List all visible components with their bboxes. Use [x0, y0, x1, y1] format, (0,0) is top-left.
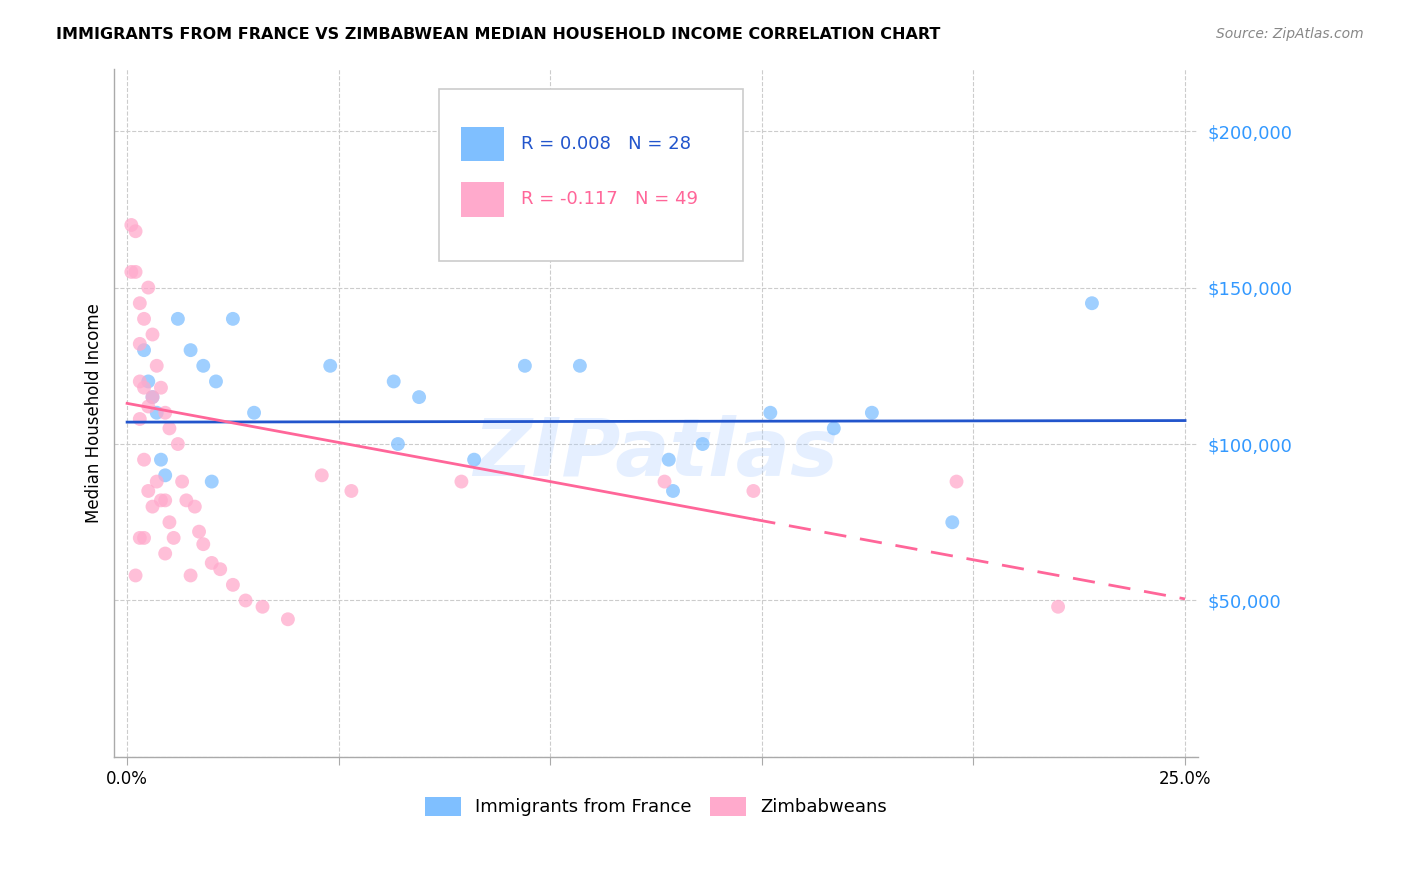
Point [149, 452, 172, 467]
Point [128, 412, 150, 426]
Point [176, 493, 198, 508]
Text: IMMIGRANTS FROM FRANCE VS ZIMBABWEAN MEDIAN HOUSEHOLD INCOME CORRELATION CHART: IMMIGRANTS FROM FRANCE VS ZIMBABWEAN MED… [56, 27, 941, 42]
Point [513, 359, 536, 373]
Point [153, 468, 176, 483]
Point [1047, 599, 1070, 614]
Point [180, 568, 202, 582]
Point [124, 224, 146, 238]
Point [277, 612, 299, 626]
Point [945, 475, 967, 489]
Point [163, 531, 186, 545]
Point [159, 421, 181, 435]
Point [408, 390, 430, 404]
Point [159, 515, 181, 529]
Point [450, 475, 472, 489]
Legend: Immigrants from France, Zimbabweans: Immigrants from France, Zimbabweans [418, 789, 894, 823]
Point [568, 359, 591, 373]
Point [222, 578, 245, 592]
Point [172, 475, 194, 489]
Point [658, 452, 681, 467]
Point [136, 375, 159, 389]
Point [692, 437, 714, 451]
Point [759, 406, 782, 420]
Point [136, 400, 159, 414]
Point [201, 475, 224, 489]
Point [193, 537, 215, 551]
Point [188, 524, 211, 539]
Point [222, 311, 245, 326]
Point [252, 599, 274, 614]
Point [132, 311, 155, 326]
Point [1081, 296, 1104, 310]
Point [128, 375, 150, 389]
Point [742, 483, 765, 498]
Text: R = -0.117   N = 49: R = -0.117 N = 49 [520, 190, 697, 209]
Point [463, 452, 485, 467]
Point [382, 375, 405, 389]
Point [193, 359, 215, 373]
Point [136, 483, 159, 498]
Point [136, 280, 159, 294]
Text: ZIPatlas: ZIPatlas [474, 415, 838, 493]
Point [201, 556, 224, 570]
Point [141, 390, 163, 404]
Point [153, 406, 176, 420]
Point [124, 265, 146, 279]
FancyBboxPatch shape [440, 89, 742, 261]
Point [153, 493, 176, 508]
Point [205, 375, 228, 389]
Point [823, 421, 845, 435]
FancyBboxPatch shape [461, 182, 505, 217]
Point [124, 568, 146, 582]
Point [120, 218, 142, 232]
Point [128, 531, 150, 545]
Point [153, 547, 176, 561]
Point [145, 406, 167, 420]
Point [149, 493, 172, 508]
Point [141, 390, 163, 404]
Point [180, 343, 202, 358]
Point [132, 343, 155, 358]
Point [145, 359, 167, 373]
Point [132, 381, 155, 395]
Point [387, 437, 409, 451]
Point [184, 500, 207, 514]
Point [149, 381, 172, 395]
Point [141, 327, 163, 342]
Point [128, 296, 150, 310]
Y-axis label: Median Household Income: Median Household Income [86, 302, 103, 523]
FancyBboxPatch shape [461, 127, 505, 161]
Point [132, 531, 155, 545]
Point [209, 562, 232, 576]
Point [128, 337, 150, 351]
Point [662, 483, 685, 498]
Point [145, 475, 167, 489]
Point [120, 265, 142, 279]
Point [654, 475, 676, 489]
Point [167, 437, 190, 451]
Text: R = 0.008   N = 28: R = 0.008 N = 28 [520, 136, 690, 153]
Point [132, 452, 155, 467]
Point [167, 311, 190, 326]
Point [141, 500, 163, 514]
Point [243, 406, 266, 420]
Text: Source: ZipAtlas.com: Source: ZipAtlas.com [1216, 27, 1364, 41]
Point [340, 483, 363, 498]
Point [860, 406, 883, 420]
Point [319, 359, 342, 373]
Point [941, 515, 963, 529]
Point [235, 593, 257, 607]
Point [311, 468, 333, 483]
